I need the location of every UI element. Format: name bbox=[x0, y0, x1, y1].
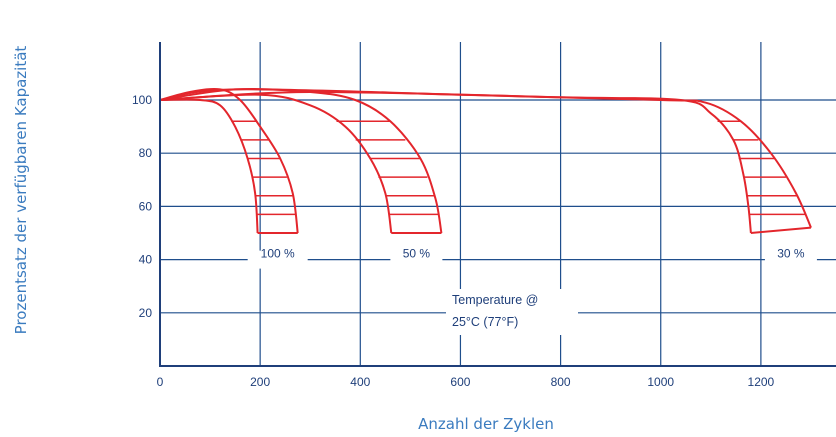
y-tick-label-80: 80 bbox=[139, 146, 153, 160]
x-tick-label-800: 800 bbox=[551, 375, 571, 389]
capacity-bands bbox=[159, 87, 812, 234]
y-tick-label-40: 40 bbox=[139, 253, 153, 267]
series-label-2: 30 % bbox=[777, 247, 805, 261]
y-tick-label-100: 100 bbox=[132, 93, 152, 107]
annotation-line-2: 25°C (77°F) bbox=[452, 315, 518, 329]
curve-upper-0 bbox=[159, 87, 299, 234]
grid-lines bbox=[160, 42, 836, 366]
y-tick-label-20: 20 bbox=[139, 306, 153, 320]
series-label-bg-0 bbox=[247, 250, 308, 269]
x-tick-label-1000: 1000 bbox=[647, 375, 674, 389]
curve-lower-1 bbox=[159, 93, 393, 234]
x-tick-label-200: 200 bbox=[250, 375, 270, 389]
x-tick-label-1200: 1200 bbox=[748, 375, 775, 389]
series-label-1: 50 % bbox=[403, 247, 431, 261]
series-label-bg-1 bbox=[390, 250, 443, 269]
y-tick-labels: 20 40 60 80 100 bbox=[132, 93, 152, 320]
x-tick-label-400: 400 bbox=[350, 375, 370, 389]
curve-end-2 bbox=[750, 226, 812, 234]
x-axis-title: Anzahl der Zyklen bbox=[418, 415, 554, 433]
curve-lower-2 bbox=[159, 90, 752, 234]
x-tick-label-0: 0 bbox=[157, 375, 164, 389]
y-axis-title: Prozentsatz der verfügbaren Kapazität bbox=[12, 46, 30, 335]
annotation-line-1: Temperature @ bbox=[452, 293, 538, 307]
y-tick-label-60: 60 bbox=[139, 199, 153, 213]
series-label-0: 100 % bbox=[261, 247, 295, 261]
temperature-annotation: Temperature @ 25°C (77°F) bbox=[446, 289, 578, 335]
curve-upper-1 bbox=[159, 87, 443, 234]
series-labels: 100 % 50 % 30 % bbox=[247, 247, 817, 269]
annotation-background bbox=[446, 289, 578, 335]
axes bbox=[159, 42, 836, 367]
curve-lower-0 bbox=[159, 98, 259, 234]
x-tick-label-600: 600 bbox=[450, 375, 470, 389]
x-tick-labels: 0 200 400 600 800 1000 1200 bbox=[157, 375, 775, 389]
series-label-bg-2 bbox=[764, 250, 817, 269]
